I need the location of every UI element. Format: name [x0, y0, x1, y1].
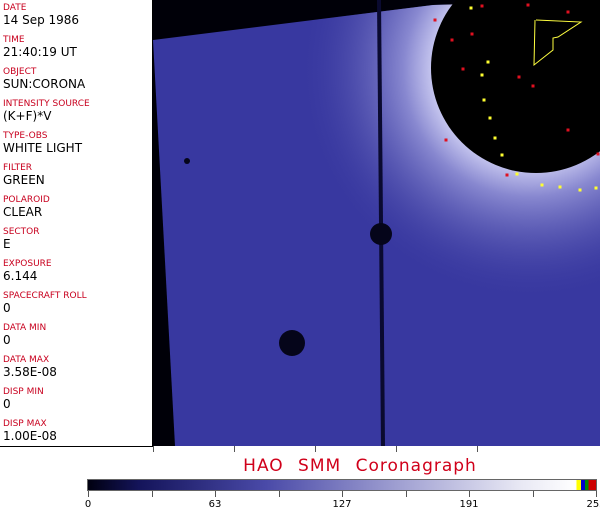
occulter-disk [431, 0, 600, 173]
orientation-marker [533, 19, 583, 67]
dark-spot [279, 330, 305, 356]
colorbar-tick [215, 491, 216, 497]
colorbar-tick [596, 491, 597, 497]
colorbar-tick-label: 127 [332, 499, 352, 510]
field-value: 0 [3, 333, 11, 347]
grid-dot [566, 10, 570, 14]
field-date: DATE 14 Sep 1986 [3, 3, 79, 27]
grid-markers [433, 3, 600, 192]
field-polaroid: POLAROID CLEAR [3, 195, 50, 219]
field-label: TYPE-OBS [3, 131, 48, 141]
grid-dot [540, 183, 544, 187]
field-label: DATE [3, 3, 27, 13]
grid-dot [515, 172, 519, 176]
grid-dot [480, 4, 484, 8]
colorbar-tick [278, 491, 280, 497]
field-exposure: EXPOSURE 6.144 [3, 259, 52, 283]
field-label: FILTER [3, 163, 33, 173]
metadata-panel: DATE 14 Sep 1986 TIME 21:40:19 UT OBJECT SUN:… [0, 0, 153, 447]
grid-dot [531, 84, 535, 88]
pylon-disk [370, 223, 392, 245]
grid-dot [594, 186, 598, 190]
field-time: TIME 21:40:19 UT [3, 35, 77, 59]
colorbar-tick [88, 491, 89, 497]
field-label: DATA MIN [3, 323, 47, 333]
color-bar [87, 479, 597, 491]
field-value: WHITE LIGHT [3, 141, 83, 155]
field-value: 6.144 [3, 269, 38, 283]
field-label: OBJECT [3, 67, 37, 77]
grid-dot [488, 116, 492, 120]
instrument-title: HAO SMM Coronagraph [243, 456, 477, 476]
field-label: INTENSITY SOURCE [3, 99, 90, 109]
field-value: (K+F)*V [3, 109, 52, 123]
colorbar-tick-label: 63 [208, 499, 222, 510]
grid-dot [450, 38, 454, 42]
field-value: CLEAR [3, 205, 43, 219]
grid-dot [470, 32, 474, 36]
field-label: SECTOR [3, 227, 40, 237]
colorbar-tick [342, 491, 343, 497]
axis-tick [315, 446, 316, 452]
field-object: OBJECT SUN:CORONA [3, 67, 85, 91]
colorbar-tick [469, 491, 470, 497]
axis-tick [396, 446, 397, 452]
field-label: TIME [3, 35, 25, 45]
colorbar-tick-label: 255 [586, 499, 600, 510]
field-label: DISP MAX [3, 419, 47, 429]
grid-dot [469, 6, 473, 10]
grid-dot [558, 185, 562, 189]
field-label: POLAROID [3, 195, 50, 205]
grid-dot [482, 98, 486, 102]
field-sector: SECTOR E [3, 227, 40, 251]
grid-dot [461, 67, 465, 71]
field-value: 3.58E-08 [3, 365, 57, 379]
field-disp-max: DISP MAX 1.00E-08 [3, 419, 57, 443]
grid-dot [566, 128, 570, 132]
grid-dot [486, 60, 490, 64]
axis-tick [234, 446, 235, 452]
axis-tick [477, 446, 478, 452]
colorbar-tick-label: 0 [84, 499, 92, 510]
field-value: 21:40:19 UT [3, 45, 77, 59]
grid-dot [596, 152, 600, 156]
colorbar-tick [532, 491, 534, 497]
field-spacecraft-roll: SPACECRAFT ROLL 0 [3, 291, 87, 315]
field-disp-min: DISP MIN 0 [3, 387, 44, 411]
field-value: GREEN [3, 173, 45, 187]
grid-dot [500, 153, 504, 157]
field-value: SUN:CORONA [3, 77, 86, 91]
field-data-max: DATA MAX 3.58E-08 [3, 355, 57, 379]
grid-dot [493, 136, 497, 140]
field-value: E [3, 237, 11, 251]
field-label: DATA MAX [3, 355, 50, 365]
field-data-min: DATA MIN 0 [3, 323, 46, 347]
grid-dot [433, 18, 437, 22]
field-value: 0 [3, 301, 11, 315]
colorbar-tick-label: 191 [459, 499, 479, 510]
grid-dot [480, 73, 484, 77]
field-type-obs: TYPE-OBS WHITE LIGHT [3, 131, 82, 155]
field-value: 14 Sep 1986 [3, 13, 80, 27]
grid-dot [444, 138, 448, 142]
grid-dot [505, 173, 509, 177]
field-label: DISP MIN [3, 387, 44, 397]
grid-dot [578, 188, 582, 192]
grid-dot [517, 75, 521, 79]
grid-dot [526, 3, 530, 7]
field-value: 1.00E-08 [3, 429, 57, 443]
field-filter: FILTER GREEN [3, 163, 45, 187]
field-label: SPACECRAFT ROLL [3, 291, 87, 301]
coronagraph-image [153, 0, 600, 446]
field-value: 0 [3, 397, 11, 411]
colorbar-tick [151, 491, 153, 497]
axis-tick [153, 446, 154, 452]
colorbar-tick [405, 491, 407, 497]
field-label: EXPOSURE [3, 259, 52, 269]
field-intensity-source: INTENSITY SOURCE (K+F)*V [3, 99, 90, 123]
